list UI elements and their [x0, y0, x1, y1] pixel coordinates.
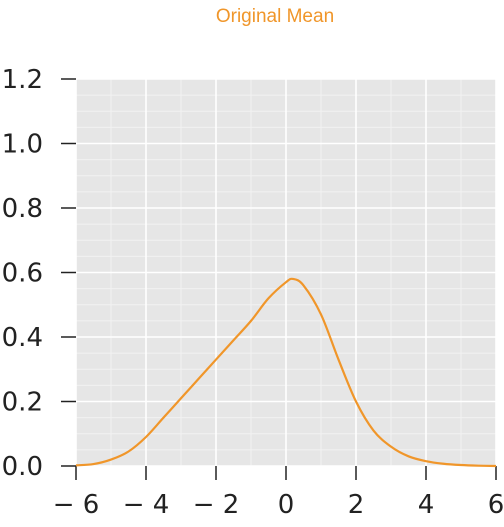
chart-title: Original Mean — [216, 6, 334, 27]
y-tick-label: 0.8 — [2, 194, 43, 224]
x-axis: − 6 − 4 − 2 0 2 4 6 — [53, 466, 504, 520]
series-layer — [75, 277, 497, 468]
x-tick-label: 6 — [488, 490, 504, 520]
x-tick-label: 0 — [278, 490, 295, 520]
major-gridlines — [75, 78, 497, 467]
density-line — [75, 277, 497, 468]
x-tick-label: − 2 — [193, 490, 240, 520]
x-tick-label: − 4 — [123, 490, 170, 520]
y-tick-label: 0.0 — [2, 452, 43, 482]
y-tick-label: 0.6 — [2, 259, 43, 289]
y-tick-label: 1.0 — [2, 130, 43, 160]
y-axis: 0.0 0.2 0.4 0.6 0.8 1.0 1.2 — [2, 65, 76, 482]
y-tick-label: 1.2 — [2, 65, 43, 95]
y-tick-label: 0.2 — [2, 388, 43, 418]
x-tick-label: 4 — [418, 490, 435, 520]
x-tick-label: − 6 — [53, 490, 100, 520]
y-tick-label: 0.4 — [2, 323, 43, 353]
x-tick-label: 2 — [348, 490, 365, 520]
